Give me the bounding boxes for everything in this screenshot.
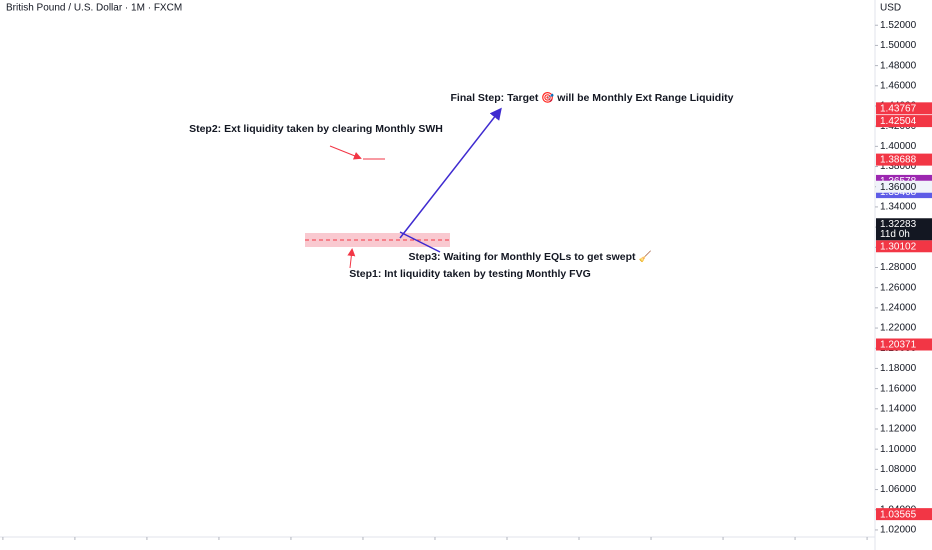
y-tick-label: 1.38000: [880, 161, 917, 172]
y-tick-label: 1.28000: [880, 262, 917, 273]
y-tick-label: 1.26000: [880, 282, 917, 293]
plot-area: [305, 107, 502, 269]
crosshair-tag-label: 1.36000: [880, 182, 917, 193]
price-tag-label: 1.43767: [880, 103, 917, 114]
price-tag-label: 1.35468: [880, 187, 917, 198]
price-tag-label: 1.38688: [880, 155, 917, 166]
y-tick-label: 1.48000: [880, 60, 917, 71]
annotation: Step2: Ext liquidity taken by clearing M…: [189, 123, 443, 135]
price-tag: [876, 508, 932, 521]
annotation: Step3: Waiting for Monthly EQLs to get s…: [408, 250, 651, 263]
y-tick-label: 1.46000: [880, 80, 917, 91]
y-tick-label: 1.24000: [880, 303, 917, 314]
y-tick-label: 1.08000: [880, 464, 917, 475]
current-price-tag: [876, 218, 932, 241]
target-arrow: [399, 107, 502, 239]
price-tag: [876, 102, 932, 115]
annotation: Final Step: Target 🎯 will be Monthly Ext…: [451, 91, 734, 104]
price-tag-label: 1.30102: [880, 241, 917, 252]
countdown-label: 11d 0h: [880, 229, 910, 240]
y-tick-label: 1.40000: [880, 141, 917, 152]
y-tick-label: 1.34000: [880, 202, 917, 213]
step1-arrow: [347, 248, 356, 269]
sweep-arrow: [399, 231, 441, 253]
price-tag: [876, 153, 932, 166]
y-tick-label: 1.14000: [880, 403, 917, 414]
y-tick-label: 1.22000: [880, 323, 917, 334]
y-tick-label: 1.18000: [880, 363, 917, 374]
current-price-label: 1.32283: [880, 219, 917, 230]
y-tick-label: 1.16000: [880, 383, 917, 394]
price-tag: [876, 115, 932, 128]
y-tick-label: 1.50000: [880, 40, 917, 51]
price-tag: [876, 338, 932, 351]
axis-unit: USD: [880, 3, 901, 14]
y-tick-label: 1.06000: [880, 484, 917, 495]
annotation: Step1: Int liquidity taken by testing Mo…: [349, 268, 591, 280]
y-tick-label: 1.02000: [880, 525, 917, 536]
y-tick-label: 1.52000: [880, 20, 917, 31]
chart-title: British Pound / U.S. Dollar · 1M · FXCM: [6, 3, 182, 14]
price-tag-label: 1.42504: [880, 116, 917, 127]
y-tick-label: 1.12000: [880, 424, 917, 435]
price-tag: [876, 240, 932, 253]
y-tick-label: 1.10000: [880, 444, 917, 455]
step2-arrow: [329, 145, 362, 160]
crosshair-tag: [876, 180, 932, 193]
price-tag-label: 1.03565: [880, 509, 917, 520]
price-tag-label: 1.20371: [880, 340, 917, 351]
